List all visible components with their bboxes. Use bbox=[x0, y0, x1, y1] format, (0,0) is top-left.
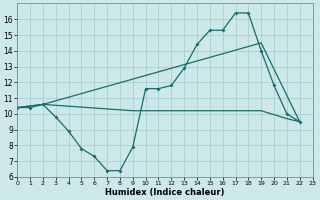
X-axis label: Humidex (Indice chaleur): Humidex (Indice chaleur) bbox=[105, 188, 225, 197]
